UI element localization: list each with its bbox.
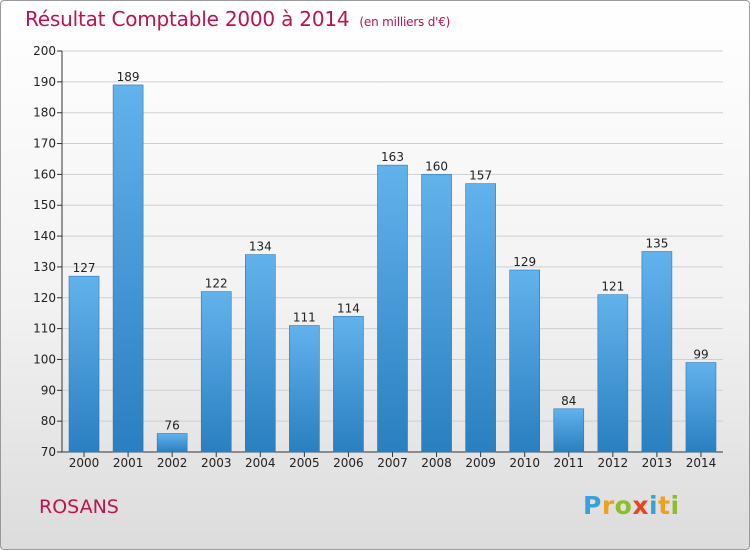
bars — [68, 84, 717, 453]
y-tick-label: 190 — [33, 75, 56, 89]
data-label: 84 — [561, 394, 576, 408]
y-tick-label: 70 — [41, 445, 56, 459]
bar-2006 — [333, 315, 364, 453]
y-tick-label: 160 — [33, 167, 56, 181]
bar-2009 — [465, 183, 496, 453]
y-tick-label: 170 — [33, 137, 56, 151]
data-label: 122 — [205, 277, 228, 291]
data-label: 189 — [117, 70, 140, 84]
x-tick-label: 2003 — [201, 456, 232, 470]
chart-subtitle: (en milliers d'€) — [359, 15, 451, 29]
logo-letter: i — [649, 491, 659, 520]
y-tick-label: 180 — [33, 106, 56, 120]
x-tick-label: 2000 — [69, 456, 100, 470]
data-label: 134 — [249, 240, 272, 254]
data-label: 163 — [381, 150, 404, 164]
data-label: 160 — [425, 159, 448, 173]
data-label: 99 — [693, 348, 708, 362]
x-tick-label: 2005 — [289, 456, 320, 470]
x-tick-label: 2011 — [553, 456, 584, 470]
bar-2010 — [509, 269, 541, 453]
x-tick-label: 2012 — [598, 456, 629, 470]
bar-2012 — [597, 294, 629, 453]
x-tick-label: 2010 — [509, 456, 540, 470]
data-label: 76 — [165, 418, 180, 432]
data-label: 114 — [337, 301, 360, 315]
bar-2000 — [68, 275, 100, 453]
commune-name: ROSANS — [39, 496, 119, 518]
y-tick-label: 130 — [33, 260, 56, 274]
logo-letter: t — [658, 491, 671, 520]
labels: 7080901001101201301401501601701801902002… — [33, 44, 716, 470]
x-tick-label: 2007 — [377, 456, 408, 470]
bar-2002 — [156, 433, 188, 453]
x-tick-label: 2009 — [465, 456, 496, 470]
proxiti-logo: Proxiti — [583, 491, 680, 520]
bar-2005 — [289, 325, 320, 453]
x-tick-label: 2001 — [113, 456, 144, 470]
title-text: Résultat Comptable 2000 à 2014 — [25, 7, 350, 31]
logo-letter: P — [583, 491, 602, 520]
data-label: 127 — [73, 261, 96, 275]
data-label: 129 — [513, 255, 536, 269]
data-label: 111 — [293, 311, 316, 325]
y-tick-label: 80 — [41, 414, 56, 428]
x-tick-label: 2006 — [333, 456, 364, 470]
bar-2001 — [112, 84, 144, 453]
y-tick-label: 140 — [33, 229, 56, 243]
y-tick-label: 110 — [33, 322, 56, 336]
logo-letter: o — [614, 491, 633, 520]
y-tick-label: 100 — [33, 352, 56, 366]
y-tick-label: 90 — [41, 383, 56, 397]
bar-2013 — [641, 251, 673, 453]
data-label: 121 — [601, 280, 624, 294]
x-tick-label: 2004 — [245, 456, 276, 470]
x-tick-label: 2008 — [421, 456, 452, 470]
bar-2004 — [245, 254, 276, 453]
bar-2007 — [377, 164, 408, 453]
logo-letter: x — [632, 491, 649, 520]
y-tick-label: 200 — [33, 44, 56, 58]
bar-2014 — [685, 362, 717, 453]
y-tick-label: 120 — [33, 291, 56, 305]
bar-2008 — [421, 174, 452, 453]
y-tick-label: 150 — [33, 198, 56, 212]
chart-title: Résultat Comptable 2000 à 2014 (en millie… — [25, 7, 450, 31]
logo-letter: r — [601, 491, 615, 520]
bar-2011 — [553, 408, 585, 453]
x-tick-label: 2013 — [642, 456, 673, 470]
logo-letter: i — [670, 491, 680, 520]
x-tick-label: 2014 — [686, 456, 717, 470]
bar-2003 — [200, 291, 232, 453]
data-label: 157 — [469, 169, 492, 183]
data-label: 135 — [645, 237, 668, 251]
x-tick-label: 2002 — [157, 456, 188, 470]
